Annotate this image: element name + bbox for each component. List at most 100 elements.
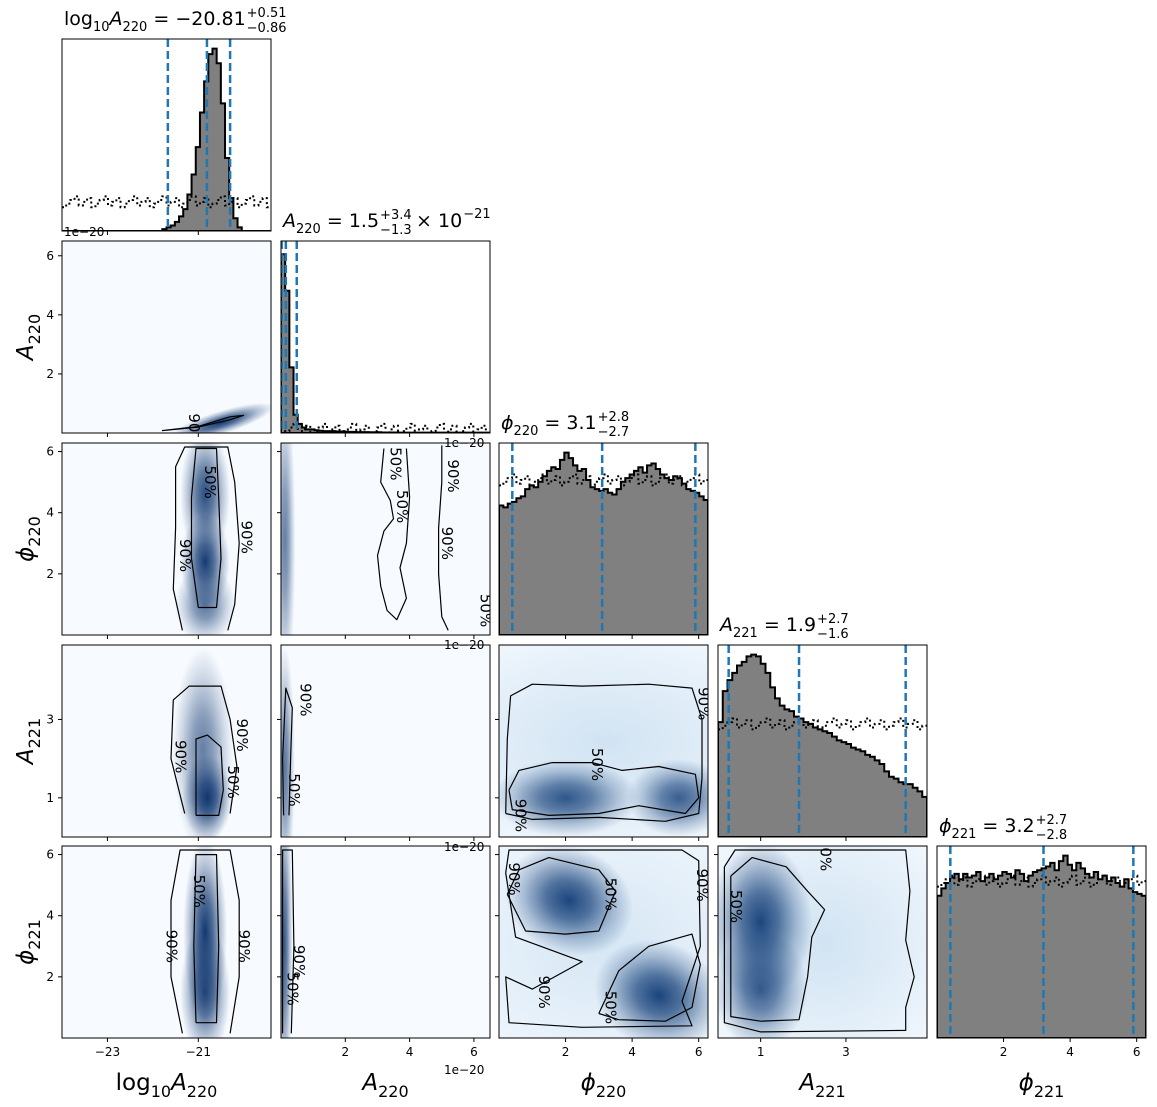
title-A220: A220 = 1.5 bbox=[281, 210, 379, 237]
title-subscript: 220 bbox=[296, 222, 321, 237]
offset-text-x-axis: 1e−20 bbox=[444, 1063, 484, 1077]
title-err-minus-A220: −1.3 bbox=[380, 223, 412, 238]
contour-line bbox=[282, 687, 293, 816]
axes-frame bbox=[61, 442, 272, 636]
panel-background bbox=[62, 241, 271, 433]
prior-A221 bbox=[718, 717, 927, 731]
contour-line bbox=[508, 762, 700, 816]
density-panel-A221-vs-phi220: 90% 50% 90% bbox=[499, 645, 713, 837]
hist-panel-phi220 bbox=[499, 443, 708, 635]
density-panel-phi221-vs-log10A220: 90% 50% 90% bbox=[62, 846, 271, 1038]
title-symbol: A bbox=[108, 8, 123, 30]
axes-frame bbox=[61, 845, 272, 1039]
title-value: = 1.9 bbox=[758, 614, 816, 636]
contour-line bbox=[505, 683, 703, 822]
x-tick-label-A221: 3 bbox=[842, 1045, 850, 1059]
density-blob bbox=[172, 647, 233, 837]
density-blob bbox=[281, 645, 295, 837]
density-panel-phi221-vs-phi220: 90% 50% 50% 90% 90% bbox=[499, 846, 708, 1038]
panel-background bbox=[281, 645, 490, 837]
density-panel-A221-vs-log10A220: 90% 50% 90% bbox=[62, 645, 271, 837]
hist-phi221 bbox=[937, 854, 1146, 1038]
title-subscript: 221 bbox=[733, 626, 758, 641]
title-err-minus-log10A220: −0.86 bbox=[247, 21, 287, 36]
contour-line bbox=[505, 849, 701, 1028]
hist-A221 bbox=[718, 653, 927, 837]
contour-label: 50% bbox=[224, 765, 242, 798]
title-subscript: 220 bbox=[514, 424, 539, 439]
x-tick-label-log10A220: −21 bbox=[186, 1045, 211, 1059]
panel-background bbox=[62, 443, 271, 635]
x-axis-label-log10A220: log10A220 bbox=[116, 1070, 218, 1101]
title-value: = 3.2 bbox=[976, 815, 1034, 837]
contour-label: 90% bbox=[296, 683, 314, 716]
axes-frame bbox=[280, 442, 491, 636]
contour-label: 50% bbox=[476, 594, 494, 627]
contour-label: 50% bbox=[201, 465, 219, 498]
hist-A220 bbox=[281, 253, 490, 433]
title-subscript: 220 bbox=[123, 20, 148, 35]
hist-panel-A220 bbox=[281, 241, 490, 433]
title-phi221: ϕ221 = 3.2 bbox=[939, 815, 1035, 842]
offset-text: 1e−20 bbox=[444, 840, 484, 854]
density-blob bbox=[718, 846, 927, 1038]
density-panel-phi221-vs-A221: 90% 50% bbox=[718, 838, 927, 1038]
density-blob bbox=[175, 564, 236, 635]
x-tick-label-A220: 6 bbox=[470, 1045, 478, 1059]
axes-frame bbox=[936, 845, 1147, 1039]
title-err-minus-phi221: −2.8 bbox=[1036, 828, 1068, 843]
x-tick-label-A220: 2 bbox=[341, 1045, 349, 1059]
contour-label: 90% bbox=[695, 687, 713, 720]
panel-background bbox=[62, 846, 271, 1038]
offset-text: 1e−20 bbox=[444, 638, 484, 652]
title-subscript: 221 bbox=[952, 827, 977, 842]
y-tick-label-phi221: 6 bbox=[46, 848, 54, 862]
x-axis-label-A221: A221 bbox=[797, 1070, 845, 1101]
contour-line bbox=[170, 849, 240, 1034]
axes-frame bbox=[280, 240, 491, 434]
contour-label: 90% bbox=[535, 975, 553, 1008]
y-tick-label-phi220: 2 bbox=[46, 567, 54, 581]
x-tick-label-phi221: 2 bbox=[1000, 1045, 1008, 1059]
density-blob bbox=[180, 924, 231, 1038]
title-log-base: 10 bbox=[93, 20, 110, 35]
contour-label: 50% bbox=[285, 773, 303, 806]
contour-label: 90% bbox=[816, 838, 834, 871]
contour-line bbox=[195, 734, 224, 816]
title-suffix-A220: × 10 bbox=[416, 210, 462, 232]
contour-line bbox=[598, 933, 701, 1022]
x-tick-label-log10A220: −23 bbox=[95, 1045, 120, 1059]
title-symbol: A bbox=[281, 210, 296, 232]
contour-label: 50% bbox=[601, 991, 619, 1024]
contour-label: 90% bbox=[444, 459, 462, 492]
y-tick-label-phi221: 4 bbox=[46, 909, 54, 923]
contour-label: 50% bbox=[588, 748, 606, 781]
contour-line bbox=[170, 685, 238, 814]
axes-frame bbox=[61, 38, 272, 232]
density-blob bbox=[281, 846, 293, 1038]
title-value: = −20.81 bbox=[147, 8, 245, 30]
density-panel-A221-vs-A220: 90% 50% bbox=[281, 645, 490, 837]
axes-frame bbox=[717, 644, 928, 838]
title-log10A220: log10A220 = −20.81 bbox=[64, 8, 246, 35]
contour-label: 50% bbox=[727, 890, 745, 923]
contour-label: 90% bbox=[237, 520, 255, 553]
x-tick-label-A221: 1 bbox=[757, 1045, 765, 1059]
hist-panel-phi221 bbox=[937, 846, 1146, 1038]
title-err-plus-A221: +2.7 bbox=[817, 612, 849, 627]
axes-frame bbox=[280, 644, 491, 838]
y-axis-label-A221: A221 bbox=[13, 718, 44, 766]
offset-text: 1e−20 bbox=[64, 225, 104, 239]
contour-label: 90% bbox=[512, 799, 530, 832]
y-tick-label-A220: 6 bbox=[46, 249, 54, 263]
density-panel-phi220-vs-log10A220: 90% 50% 90% bbox=[62, 443, 271, 635]
axes-frame bbox=[498, 845, 709, 1039]
hist-log10A220 bbox=[62, 47, 271, 231]
prior-log10A220 bbox=[62, 195, 271, 209]
title-A221: A221 = 1.9 bbox=[718, 614, 816, 641]
contour-line bbox=[193, 854, 220, 1024]
panel-background bbox=[281, 846, 490, 1038]
contour-label: 90% bbox=[172, 740, 190, 773]
hist-panel-log10A220 bbox=[62, 39, 271, 231]
